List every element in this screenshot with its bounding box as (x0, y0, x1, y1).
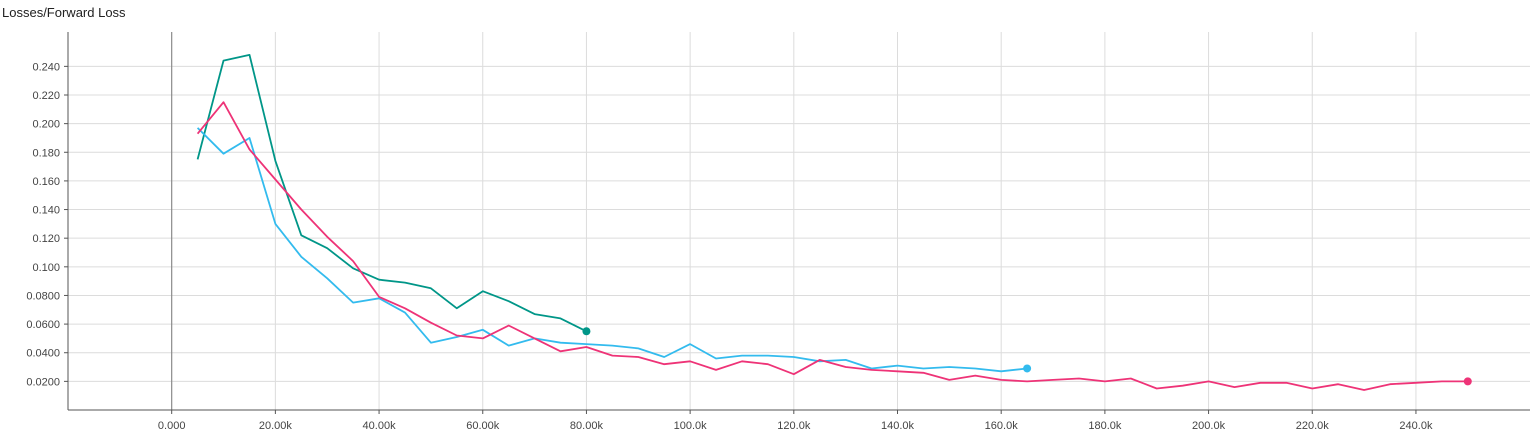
y-tick-label: 0.220 (32, 90, 60, 102)
y-tick-label: 0.0400 (26, 348, 60, 360)
y-tick-label: 0.0800 (26, 290, 60, 302)
y-tick-label: 0.240 (32, 61, 60, 73)
x-tick-label: 20.00k (259, 420, 293, 430)
x-tick-label: 220.0k (1296, 420, 1330, 430)
x-tick-label: 240.0k (1399, 420, 1433, 430)
x-tick-label: 200.0k (1192, 420, 1226, 430)
chart-title: Losses/Forward Loss (2, 5, 126, 20)
y-tick-label: 0.200 (32, 119, 60, 131)
series-end-marker (1023, 364, 1032, 373)
y-tick-label: 0.100 (32, 262, 60, 274)
x-tick-label: 0.000 (158, 420, 186, 430)
x-tick-label: 120.0k (777, 420, 811, 430)
y-tick-label: 0.180 (32, 147, 60, 159)
x-tick-label: 40.00k (363, 420, 397, 430)
y-tick-label: 0.0600 (26, 319, 60, 331)
y-tick-label: 0.0200 (26, 376, 60, 388)
x-tick-label: 60.00k (466, 420, 500, 430)
y-tick-label: 0.160 (32, 176, 60, 188)
series-line-1[interactable] (196, 54, 587, 333)
x-tick-label: 160.0k (985, 420, 1019, 430)
series-end-marker (1463, 377, 1472, 386)
x-tick-label: 140.0k (881, 420, 915, 430)
x-tick-label: 80.00k (570, 420, 604, 430)
series-end-marker (582, 327, 591, 336)
x-tick-label: 100.0k (674, 420, 708, 430)
series-line-3[interactable] (196, 101, 1468, 391)
y-tick-label: 0.140 (32, 205, 60, 217)
y-tick-label: 0.120 (32, 233, 60, 245)
x-tick-label: 180.0k (1088, 420, 1122, 430)
series-line-2[interactable] (196, 127, 1028, 373)
